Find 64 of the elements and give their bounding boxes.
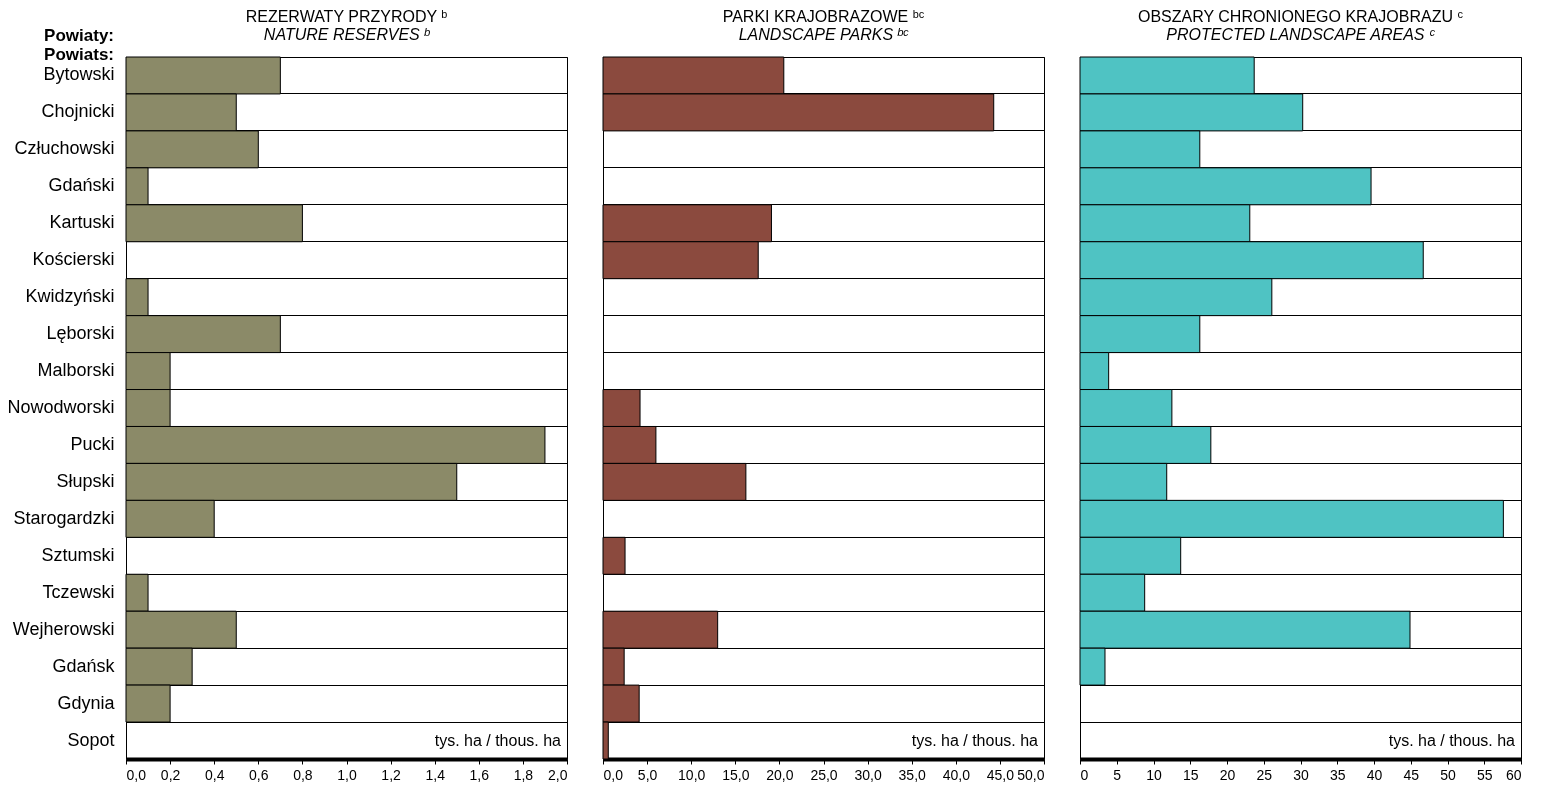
chart-subtitle: NATURE RESERVES ᵇ [263,26,431,44]
x-tick-label: 0 [1080,766,1089,783]
x-tick-label: 20 [1219,766,1236,783]
x-tick-label: 5,0 [637,766,658,783]
y-tick-label: Kartuski [49,212,115,233]
x-tick-label: 10,0 [678,766,706,783]
x-tick-label: 1,8 [513,766,534,783]
x-tick-label: 60 [1505,766,1522,783]
x-tick-label: 1,2 [381,766,402,783]
chart-subtitle: LANDSCAPE PARKS ᵇᶜ [738,25,909,43]
x-tick-label: 2,0 [548,766,568,783]
x-tick-label: 50,0 [1017,766,1045,783]
x-tick-label: 1,6 [469,766,490,783]
x-tick-label: 55 [1476,766,1493,783]
y-tick-label: Malborski [37,360,115,381]
x-tick-label: 45 [1403,766,1420,783]
x-axis-title: tys. ha / thous. ha [434,731,562,749]
y-tick-label: Kwidzyński [25,286,115,307]
x-axis-title: tys. ha / thous. ha [1388,731,1516,749]
x-tick-label: 0,2 [160,766,181,783]
x-tick-label: 5 [1113,766,1122,783]
y-tick-label: Bytowski [43,64,115,85]
x-tick-label: 10 [1146,766,1162,783]
x-tick-label: 30 [1293,766,1309,783]
y-tick-label: Chojnicki [41,101,115,122]
y-tick-label: Tczewski [42,581,115,602]
x-tick-label: 35,0 [898,766,927,783]
chart-title: OBSZARY CHRONIONEGO KRAJOBRAZU ᶜ [1137,7,1464,25]
x-tick-label: 15 [1182,766,1199,783]
x-tick-label: 40,0 [942,766,971,783]
x-tick-label: 35 [1329,766,1346,783]
x-tick-label: 25,0 [810,766,838,783]
y-tick-label: Sztumski [41,544,115,565]
y-tick-label: Słupski [56,470,115,491]
x-tick-label: 25 [1256,766,1273,783]
x-tick-label: 50 [1440,766,1456,783]
y-tick-label: Człuchowski [14,138,115,159]
y-tick-label: Sopot [67,729,115,750]
chart-title: REZERWATY PRZYRODY ᵇ [245,8,448,26]
y-tick-label: Kościerski [32,249,115,270]
x-tick-label: 30,0 [854,766,882,783]
x-tick-label: 0,6 [249,766,269,783]
x-tick-label: 45,0 [986,766,1015,783]
x-tick-label: 40 [1366,766,1383,783]
y-tick-label: Pucki [70,433,115,454]
chart-subtitle: PROTECTED LANDSCAPE AREAS ᶜ [1166,25,1435,43]
x-tick-label: 0,8 [293,766,313,783]
y-tick-label: Nowodworski [7,397,115,417]
x-tick-label: 1,4 [425,766,446,783]
y-tick-label: Starogardzki [13,507,115,528]
x-axis-title: tys. ha / thous. ha [911,731,1039,749]
y-tick-label: Gdański [48,175,115,196]
y-axis-title: Powiaty: Powiats: [44,26,114,65]
x-tick-label: 0,0 [126,766,147,783]
y-tick-label: Gdynia [57,692,116,713]
x-tick-label: 1,0 [337,766,357,783]
y-tick-label: Lęborski [46,323,115,344]
y-tick-label: Wejherowski [12,618,115,639]
x-tick-label: 0,0 [603,766,624,783]
x-tick-label: 20,0 [766,766,794,783]
y-tick-label: Gdańsk [52,655,116,676]
chart-title: PARKI KRAJOBRAZOWE ᵇᶜ [722,7,925,25]
x-tick-label: 15,0 [722,766,750,783]
x-tick-label: 0,4 [204,766,225,783]
